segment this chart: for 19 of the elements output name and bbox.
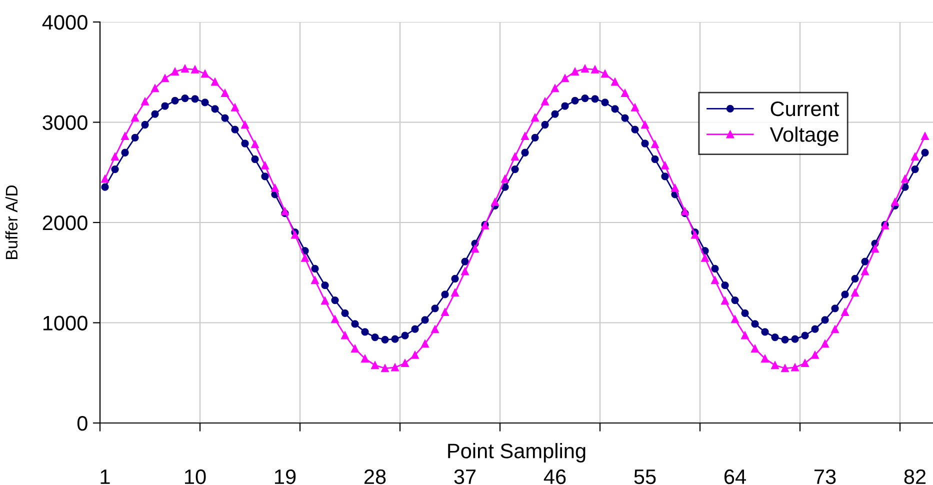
x-tick-label: 28	[364, 469, 386, 484]
legend-label: Current	[770, 101, 840, 116]
legend-label: Voltage	[770, 126, 838, 146]
y-tick-label: 1000	[43, 316, 88, 331]
y-tick-label: 4000	[42, 15, 88, 30]
x-tick-label: 1	[100, 470, 110, 484]
x-tick-label: 10	[185, 469, 206, 484]
y-tick-label: 2000	[42, 216, 88, 230]
x-axis-title: Point Sampling	[448, 443, 586, 462]
x-tick-label: 37	[454, 469, 476, 484]
y-axis-title: Buffer A/D	[5, 185, 18, 259]
x-tick-label: 55	[634, 470, 656, 484]
x-tick-label: 46	[544, 469, 566, 484]
x-tick-label: 19	[275, 469, 296, 484]
y-tick-label: 0	[77, 416, 88, 431]
y-tick-label: 3000	[42, 115, 88, 130]
x-tick-label: 82	[904, 469, 926, 484]
x-tick-label: 64	[724, 469, 746, 484]
x-tick-label: 73	[814, 469, 836, 484]
